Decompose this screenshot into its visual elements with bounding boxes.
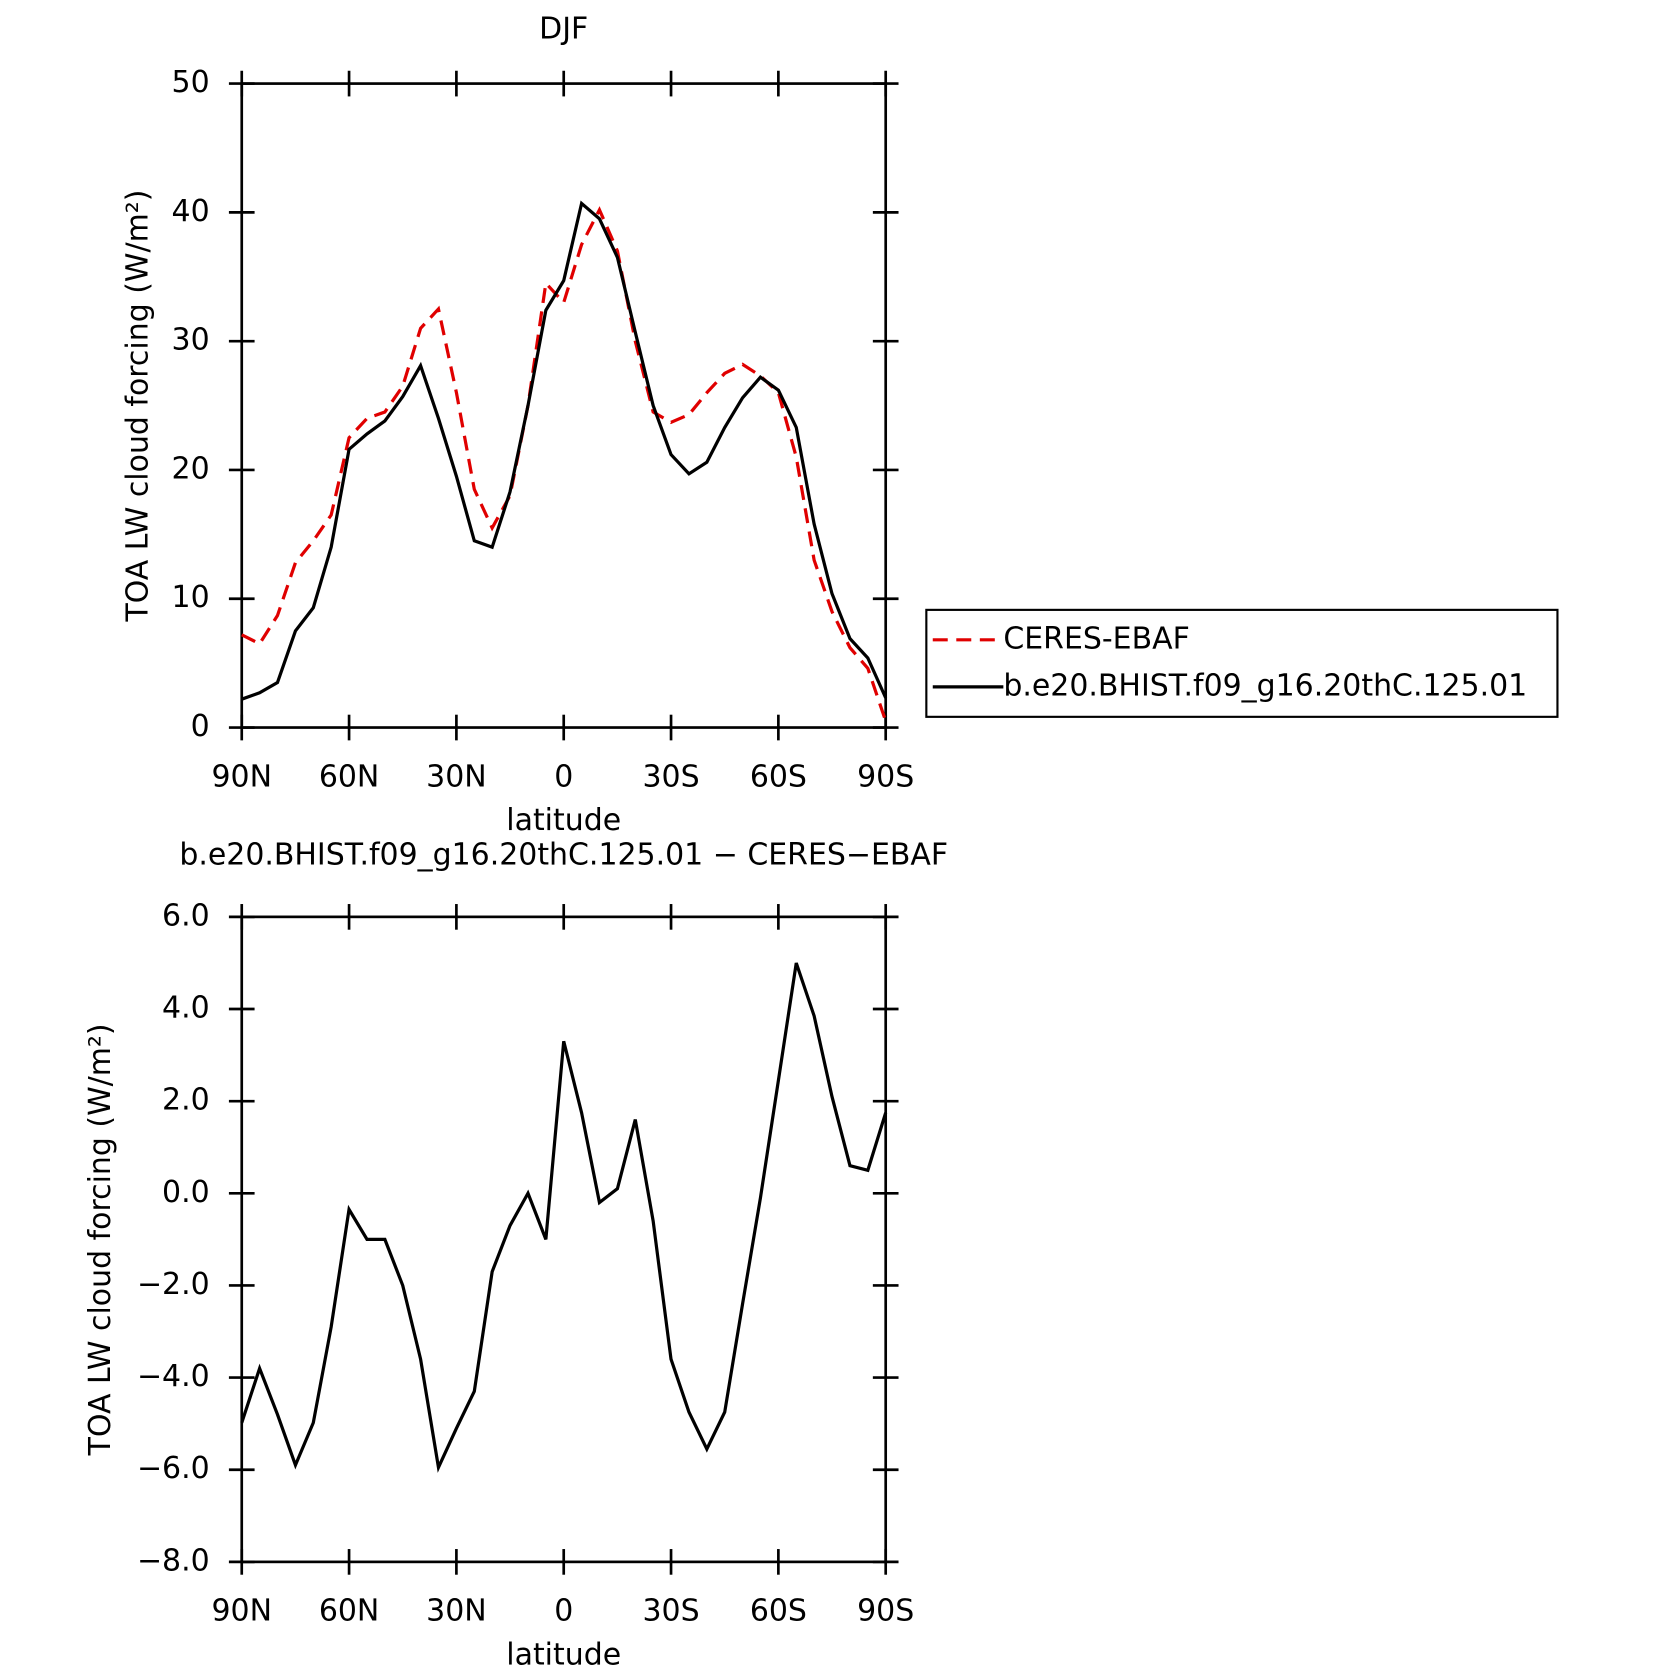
data-line bbox=[241, 200, 888, 701]
data-line bbox=[241, 206, 888, 722]
x-tick-label: 60N bbox=[319, 1594, 380, 1629]
y-axis-label: TOA LW cloud forcing (W/m²) bbox=[121, 190, 156, 623]
x-tick-label: 60S bbox=[750, 1594, 807, 1629]
x-tick-label: 30S bbox=[642, 1594, 699, 1629]
y-tick-label: 10 bbox=[172, 580, 210, 615]
chart-title: b.e20.BHIST.f09_g16.20thC.125.01 − CERES… bbox=[179, 837, 948, 872]
y-axis-label: TOA LW cloud forcing (W/m²) bbox=[83, 1023, 118, 1456]
x-axis-label: latitude bbox=[506, 1638, 621, 1669]
x-tick-label: 30N bbox=[426, 1594, 487, 1629]
data-line bbox=[240, 962, 888, 1473]
legend-box bbox=[925, 608, 1559, 718]
x-tick-label: 90S bbox=[857, 1594, 914, 1629]
y-tick-label: −4.0 bbox=[137, 1359, 210, 1394]
chart-title: DJF bbox=[539, 12, 588, 47]
x-tick-label: 60S bbox=[750, 759, 807, 794]
y-tick-label: 50 bbox=[172, 65, 210, 100]
x-tick-label: 30N bbox=[426, 759, 487, 794]
x-tick-label: 0 bbox=[554, 759, 573, 794]
x-tick-label: 90N bbox=[211, 759, 271, 794]
y-tick-label: 40 bbox=[172, 194, 210, 229]
y-tick-label: 2.0 bbox=[162, 1083, 210, 1118]
y-tick-label: 6.0 bbox=[162, 898, 210, 933]
y-tick-label: 4.0 bbox=[162, 991, 210, 1026]
y-tick-label: −2.0 bbox=[137, 1267, 210, 1302]
x-tick-label: 90N bbox=[211, 1594, 271, 1629]
y-tick-label: 0.0 bbox=[162, 1175, 210, 1210]
y-tick-label: −6.0 bbox=[137, 1451, 210, 1486]
x-tick-label: 60N bbox=[319, 759, 380, 794]
y-tick-label: 0 bbox=[191, 709, 210, 744]
x-tick-label: 30S bbox=[642, 759, 699, 794]
plot-frame bbox=[240, 82, 888, 729]
x-axis-label: latitude bbox=[506, 803, 621, 838]
legend-label: b.e20.BHIST.f09_g16.20thC.125.01 bbox=[1003, 668, 1527, 703]
y-tick-label: −8.0 bbox=[137, 1543, 210, 1578]
x-tick-label: 90S bbox=[857, 759, 914, 794]
legend-label: CERES-EBAF bbox=[1003, 621, 1189, 656]
x-tick-label: 0 bbox=[554, 1594, 573, 1629]
y-tick-label: 30 bbox=[172, 323, 210, 358]
y-tick-label: 20 bbox=[172, 451, 210, 486]
